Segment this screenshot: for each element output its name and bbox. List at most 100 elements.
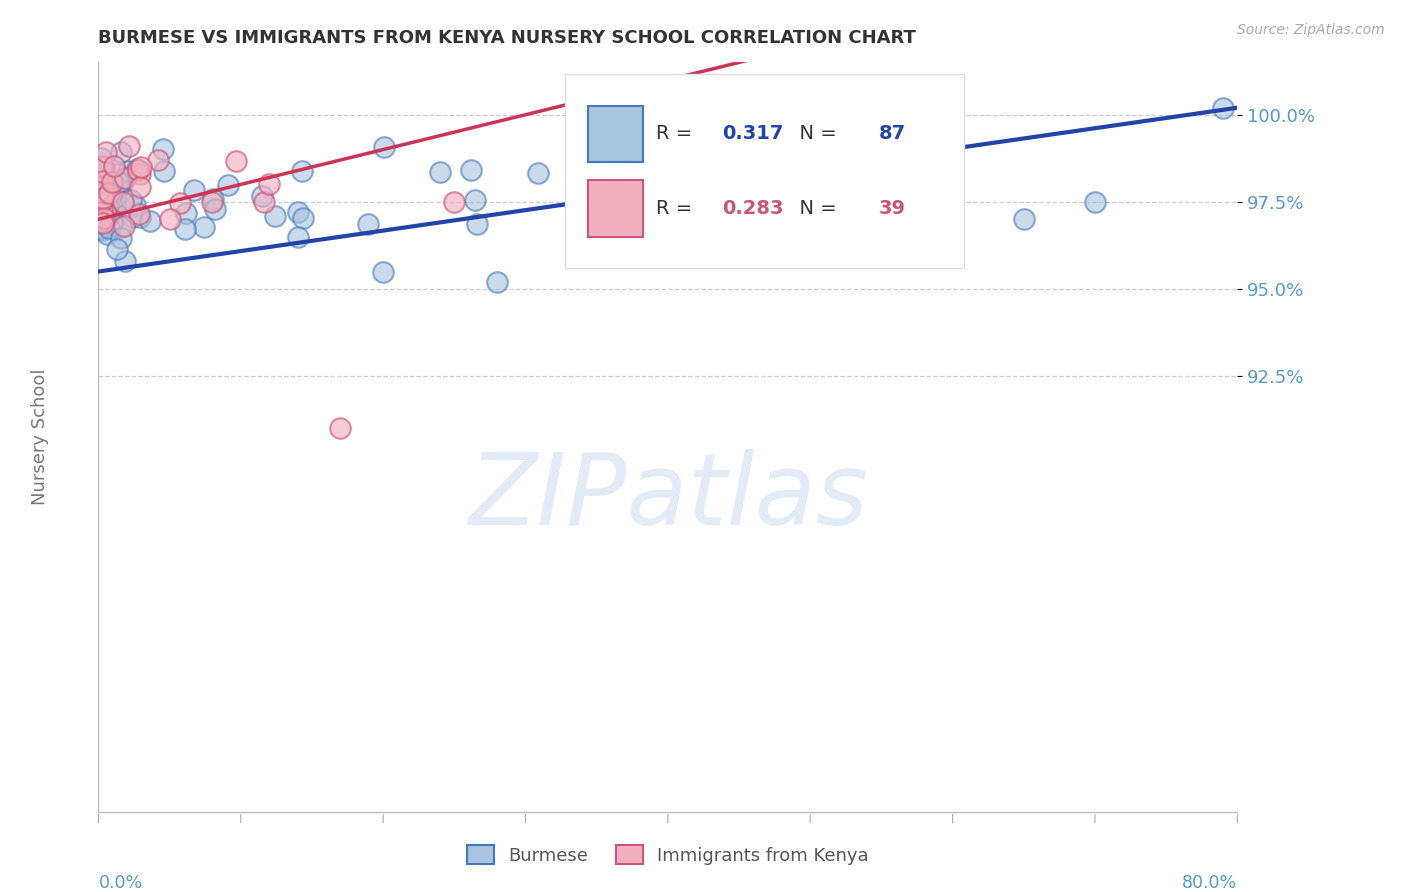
Point (93, 204, 115, 219)
Point (89, 222, 111, 236)
Point (152, 142, 174, 156)
Point (87, 167, 110, 181)
Point (105, 242, 128, 256)
Point (91, 202, 114, 217)
Point (131, 160, 153, 174)
Point (129, 210, 152, 224)
Point (657, 160, 679, 174)
Point (98, 186, 121, 200)
Text: N =: N = (787, 124, 844, 143)
Point (112, 219, 135, 233)
Point (252, 189, 274, 203)
Point (93, 191, 115, 205)
Point (89, 172, 111, 186)
Point (128, 167, 150, 181)
Text: 80.0%: 80.0% (1182, 874, 1237, 892)
Point (870, 229, 893, 244)
Point (138, 214, 160, 228)
Point (169, 196, 191, 211)
Point (93, 160, 115, 174)
Point (460, 163, 482, 178)
Point (110, 219, 132, 234)
Point (287, 229, 309, 244)
Point (114, 254, 136, 268)
Point (443, 194, 465, 209)
Point (104, 201, 127, 215)
Point (799, 194, 821, 209)
Text: 87: 87 (879, 124, 905, 143)
Point (153, 163, 176, 178)
Point (291, 211, 314, 225)
Point (93, 186, 115, 200)
Text: 0.0%: 0.0% (98, 874, 142, 892)
Point (89, 176, 111, 190)
Point (464, 194, 486, 208)
Point (101, 205, 124, 219)
FancyBboxPatch shape (565, 74, 965, 268)
Point (114, 171, 136, 186)
Legend: Burmese, Immigrants from Kenya: Burmese, Immigrants from Kenya (458, 837, 877, 874)
Point (90, 151, 112, 165)
Point (129, 180, 152, 194)
Point (91, 186, 114, 200)
Point (96, 176, 118, 190)
Text: N =: N = (787, 199, 844, 218)
Text: Nursery School: Nursery School (31, 368, 49, 506)
Point (90, 159, 112, 173)
Point (1084, 194, 1107, 209)
Point (96, 145, 118, 160)
Point (183, 183, 205, 197)
Point (89, 180, 111, 194)
Point (93, 186, 115, 201)
Point (98, 221, 121, 235)
Point (357, 217, 380, 231)
Point (93, 219, 115, 233)
Bar (588, 105, 643, 161)
Point (118, 139, 141, 153)
Point (728, 113, 751, 128)
Point (117, 163, 139, 178)
Point (641, 190, 664, 204)
Point (107, 167, 129, 181)
Point (90, 192, 112, 206)
Point (201, 194, 224, 209)
Point (127, 161, 149, 176)
Point (217, 178, 239, 192)
Point (91, 174, 114, 188)
Point (225, 154, 247, 169)
Point (291, 163, 314, 178)
Point (429, 164, 451, 178)
Point (87, 185, 110, 199)
Point (111, 176, 134, 190)
Point (127, 163, 149, 178)
Point (595, 169, 617, 183)
Text: R =: R = (657, 124, 699, 143)
Point (91, 189, 114, 203)
Text: R =: R = (657, 199, 699, 218)
Point (91, 198, 114, 212)
Point (329, 421, 352, 435)
Text: Source: ZipAtlas.com: Source: ZipAtlas.com (1237, 23, 1385, 37)
Point (204, 202, 226, 216)
Point (733, 118, 755, 132)
Point (1012, 212, 1035, 227)
Point (97, 197, 120, 211)
Point (146, 153, 169, 167)
Point (619, 167, 641, 181)
Text: BURMESE VS IMMIGRANTS FROM KENYA NURSERY SCHOOL CORRELATION CHART: BURMESE VS IMMIGRANTS FROM KENYA NURSERY… (98, 29, 917, 47)
Point (193, 220, 215, 235)
Point (465, 217, 488, 231)
Point (174, 206, 197, 220)
Point (124, 198, 146, 212)
Point (93, 222, 115, 236)
Point (96, 227, 118, 241)
Text: 39: 39 (879, 199, 905, 218)
Point (173, 222, 195, 236)
Point (93, 211, 115, 226)
Point (100, 188, 122, 202)
Point (97, 199, 120, 213)
Point (110, 231, 132, 245)
Point (90, 194, 112, 209)
Point (93, 203, 115, 218)
Point (571, 150, 593, 164)
